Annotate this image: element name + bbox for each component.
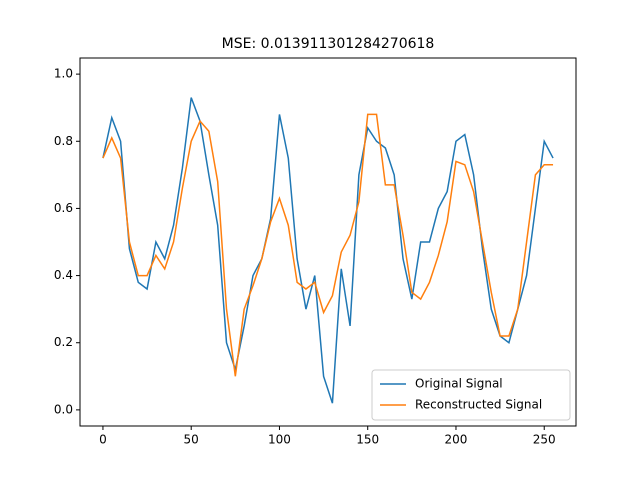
y-tick-label: 0.8 bbox=[54, 134, 73, 148]
y-tick-label: 1.0 bbox=[54, 67, 73, 81]
y-tick-label: 0.0 bbox=[54, 402, 73, 416]
x-tick-label: 250 bbox=[533, 433, 556, 447]
legend-label: Reconstructed Signal bbox=[415, 398, 542, 412]
chart-title: MSE: 0.013911301284270618 bbox=[222, 36, 435, 52]
legend: Original Signal Reconstructed Signal bbox=[371, 369, 571, 421]
x-tick-label: 200 bbox=[445, 433, 468, 447]
x-tick-label: 100 bbox=[268, 433, 291, 447]
plot-frame bbox=[79, 57, 577, 427]
x-tick-label: 0 bbox=[99, 433, 107, 447]
series-line bbox=[102, 113, 554, 377]
legend-box bbox=[371, 369, 571, 421]
y-tick-label: 0.2 bbox=[54, 335, 73, 349]
y-tick-label: 0.6 bbox=[54, 201, 73, 215]
legend-label: Original Signal bbox=[415, 377, 503, 391]
x-tick-label: 50 bbox=[184, 433, 199, 447]
y-tick-label: 0.4 bbox=[54, 268, 73, 282]
x-tick-label: 150 bbox=[356, 433, 379, 447]
series-line bbox=[102, 97, 554, 404]
